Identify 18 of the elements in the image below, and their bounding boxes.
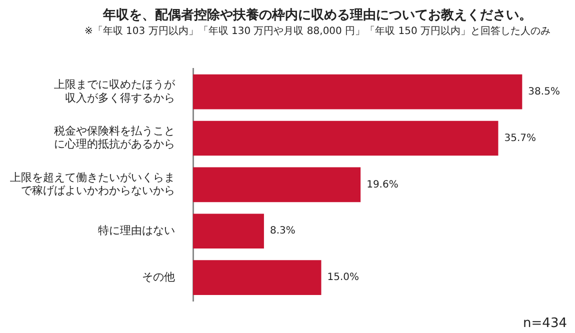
- text: n=434: [523, 316, 567, 331]
- data-label: 8.3%: [270, 226, 296, 237]
- bar: [193, 260, 322, 295]
- data-label: 15.0%: [327, 272, 360, 284]
- bar: [193, 120, 498, 156]
- y-tick-label: 上限までに収めたほうが収入が多く得するから: [54, 78, 176, 104]
- data-label: 35.7%: [504, 132, 536, 144]
- y-tick-label: 税金や保険料を払うことに心理的抵抗があるから: [54, 124, 175, 151]
- chart-title: 年収を、配偶者控除や扶養の枠内に収める理由についてお教えください。: [102, 6, 533, 24]
- y-tick-label: その他: [142, 270, 175, 284]
- chart-subtitle: ※「年収 103 万円以内」「年収 130 万円や月収 88,000 円」「年収 150 万円以内」と回答した人のみ: [83, 24, 552, 38]
- y-tick-label: 特に理由はない: [98, 224, 175, 237]
- bar: [193, 74, 522, 110]
- y-tick-label: 上限を超えて働きたいがいくらまで稼げばよいかわからないから: [10, 170, 175, 198]
- bar: [193, 167, 361, 202]
- bar: [193, 214, 264, 249]
- data-label: 19.6%: [366, 179, 398, 190]
- data-label: 38.5%: [528, 86, 560, 98]
